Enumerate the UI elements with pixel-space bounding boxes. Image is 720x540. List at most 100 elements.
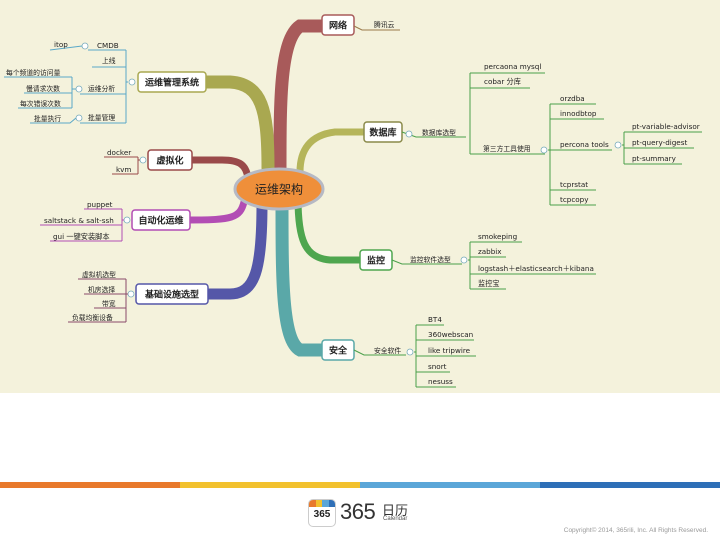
network-leaf: 腾讯云 (374, 20, 395, 29)
virtual-kvm: kvm (116, 165, 131, 174)
connector-network (273, 19, 329, 177)
monitor-lines (470, 241, 596, 290)
logo-365-calendar: 365 365 日历 Calendar (308, 499, 428, 527)
security-nesuss: nesuss (428, 377, 453, 386)
virtual-collapse-icon[interactable] (139, 156, 147, 164)
db-third-collapse-icon[interactable] (540, 146, 548, 154)
percona-collapse-icon[interactable] (614, 141, 622, 149)
calendar-app-icon: 365 (308, 499, 336, 527)
virtual-trunk (137, 157, 140, 174)
db-collapse-icon[interactable] (405, 130, 413, 138)
branch-network-box[interactable] (321, 14, 355, 36)
mindmap-slide: 运维架构 网络 腾讯云 数据库 数据库选型 percaona mysql cob… (0, 0, 720, 393)
db-tool-orzdba: orzdba (560, 94, 585, 103)
copyright-text: Copyright© 2014, 365rili, Inc. All Right… (563, 527, 708, 534)
percona-trunk (622, 132, 625, 164)
ops-deploy: 上线 (102, 56, 116, 65)
monitor-trunk (468, 242, 471, 289)
pt-summary: pt-summary (632, 154, 677, 163)
analysis-slow-requests: 慢请求次数 (26, 84, 60, 93)
monitor-smokeping: smokeping (478, 232, 517, 241)
connector-automation (186, 198, 248, 224)
branch-automation-box[interactable] (131, 209, 191, 231)
analysis-lines (4, 76, 72, 109)
analysis-collapse-icon[interactable] (75, 85, 83, 93)
logo-number: 365 (340, 499, 376, 524)
db-leaf-cobar: cobar 分库 (484, 77, 521, 86)
db-tool-tcprstat: tcprstat (560, 180, 588, 189)
security-sub-label: 安全软件 (374, 346, 401, 355)
automation-lines (40, 208, 122, 242)
ops-lines (80, 49, 126, 124)
monitor-collapse-icon[interactable] (460, 256, 468, 264)
pt-query-digest: pt-query-digest (632, 138, 687, 147)
security-collapse-icon[interactable] (406, 348, 414, 356)
security-lines (416, 324, 476, 388)
ops-batch: 批量管理 (88, 113, 115, 122)
monitor-sub-label: 监控软件选型 (410, 255, 451, 264)
connector-infra (202, 198, 268, 300)
center-node (233, 167, 325, 211)
ops-itop: itop (54, 40, 68, 49)
center-node-label: 运维架构 (255, 182, 303, 197)
ops-collapse-icon[interactable] (128, 78, 136, 86)
automation-collapse-icon[interactable] (123, 216, 131, 224)
branch-database-label: 数据库 (369, 127, 396, 139)
color-stripe (0, 482, 720, 488)
security-bt4: BT4 (428, 315, 442, 324)
db-leaf-mysql: percaona mysql (484, 62, 541, 71)
db-tool-lines (550, 103, 612, 206)
stripe-orange (0, 482, 180, 488)
branch-infra-box[interactable] (135, 283, 209, 305)
security-tripwire: like tripwire (428, 346, 471, 355)
infra-bandwidth: 带宽 (102, 299, 116, 308)
ops-analysis: 运维分析 (88, 84, 115, 93)
batch-collapse-icon[interactable] (75, 114, 83, 122)
infra-loadbalancer: 负载均衡设备 (72, 313, 113, 322)
analysis-trunk (71, 77, 76, 108)
percona-lines (624, 131, 702, 165)
connector-security (275, 193, 329, 357)
virtual-docker: docker (107, 148, 131, 157)
infra-trunk (125, 279, 128, 322)
db-tool-innodbtop: innodbtop (560, 109, 597, 118)
stripe-lightblue (360, 482, 540, 488)
branch-network-label: 网络 (329, 20, 347, 32)
batch-exec: 批量执行 (34, 114, 61, 123)
calendar-icon-colorbar (309, 500, 335, 507)
infra-vm: 虚拟机选型 (82, 270, 116, 279)
security-360webscan: 360webscan (428, 330, 473, 339)
virtual-lines (104, 156, 138, 175)
stripe-darkblue (540, 482, 720, 488)
batch-line (30, 117, 77, 124)
db-third-party-label: 第三方工具使用 (483, 144, 531, 153)
automation-puppet: puppet (87, 200, 113, 209)
infra-lines (68, 278, 126, 323)
pt-variable-advisor: pt-variable-advisor (632, 122, 700, 131)
security-snort: snort (428, 362, 447, 371)
security-trunk (414, 325, 417, 387)
monitor-elk: logstash＋elasticsearch＋kibana (478, 264, 594, 273)
monitor-zabbix: zabbix (478, 247, 502, 256)
cmdb-collapse-icon[interactable] (81, 42, 89, 50)
db-tool-tcpcopy: tcpcopy (560, 195, 589, 204)
connector-ops (199, 75, 275, 175)
monitor-line-to-sub (391, 259, 462, 265)
infra-collapse-icon[interactable] (127, 290, 135, 298)
branch-ops-label: 运维管理系统 (145, 77, 199, 89)
branch-infra-label: 基础设施选型 (144, 289, 199, 301)
security-line-to-sub (353, 349, 406, 356)
calendar-icon-number: 365 (313, 509, 331, 520)
branch-security-label: 安全 (329, 345, 348, 357)
monitor-jiankongbao: 监控宝 (478, 279, 500, 288)
branch-monitor-label: 监控 (367, 255, 385, 267)
stripe-yellow (180, 482, 360, 488)
automation-gui-script: gui 一键安装脚本 (53, 232, 110, 241)
logo-english-text: Calendar (383, 516, 408, 522)
branch-ops-box[interactable] (137, 71, 207, 93)
ops-cmdb: CMDB (97, 41, 119, 50)
branch-virtual-label: 虚拟化 (156, 155, 183, 167)
cmdb-line (49, 45, 83, 51)
connector-monitor (294, 194, 364, 264)
mindmap-canvas: 运维架构 网络 腾讯云 数据库 数据库选型 percaona mysql cob… (4, 14, 702, 388)
